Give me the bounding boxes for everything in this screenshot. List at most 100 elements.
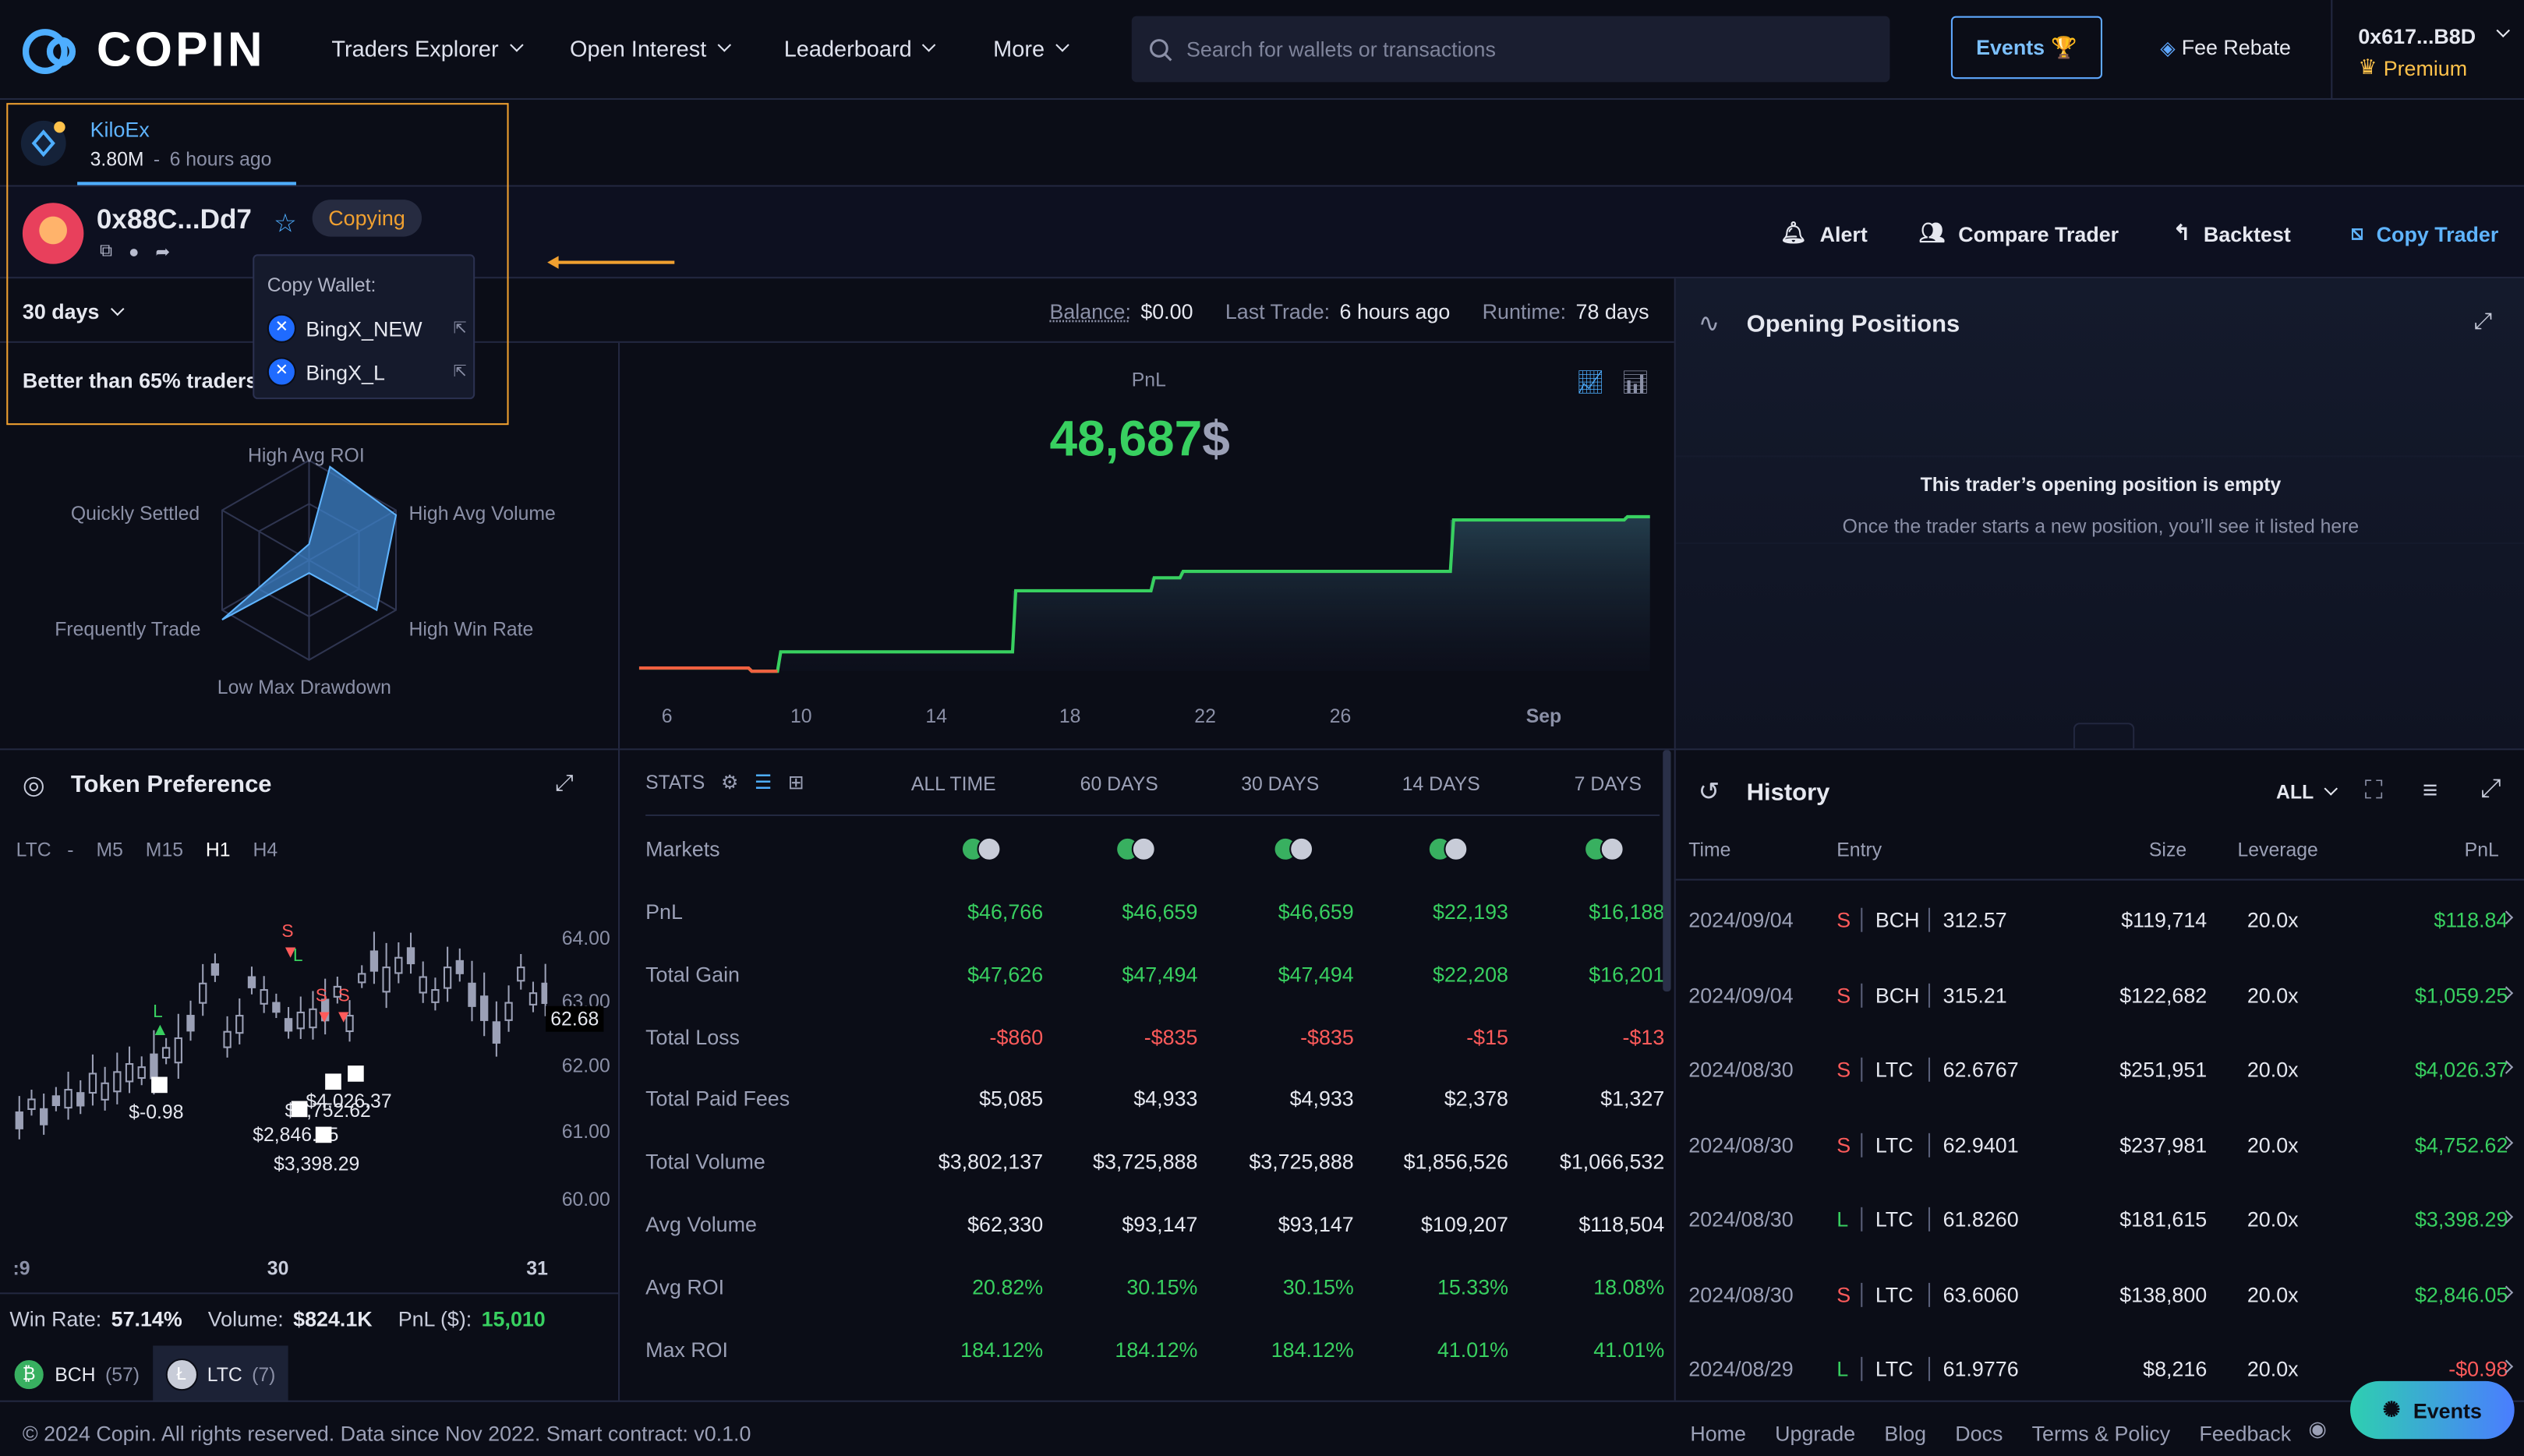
arrow-down-icon: ▼: [334, 1007, 353, 1027]
expand-icon[interactable]: ⤢: [555, 769, 574, 796]
token-count: (7): [252, 1362, 276, 1386]
history-row[interactable]: 2024/09/04 S BCH 315.21 $122,682 20.0x $1,059.…: [1688, 982, 2514, 1015]
token-tab-ltc[interactable]: Ł LTC (7): [152, 1345, 288, 1402]
footer-link-feedback[interactable]: Feedback: [2199, 1421, 2292, 1446]
close-marker: [151, 1076, 168, 1094]
list-view-icon[interactable]: ☰: [754, 771, 772, 794]
candle-body: [284, 1018, 293, 1032]
coins-icon: ◎: [22, 772, 45, 800]
trader-avatar: [22, 203, 84, 264]
nav-open-interest[interactable]: Open Interest: [570, 35, 731, 61]
copying-badge[interactable]: Copying: [312, 200, 422, 237]
account-menu[interactable]: 0x617...B8D ♛ Premium: [2331, 0, 2524, 101]
history-cell-time: 2024/09/04: [1688, 907, 1794, 932]
footer-link-blog[interactable]: Blog: [1884, 1421, 1927, 1446]
footer-link-upgrade[interactable]: Upgrade: [1775, 1421, 1856, 1446]
radar-label: Quickly Settled: [70, 502, 200, 525]
line-chart-icon[interactable]: 📈︎: [1575, 368, 1605, 394]
timeframe-h4[interactable]: H4: [253, 838, 278, 861]
external-link-icon[interactable]: ⇱: [453, 362, 467, 381]
timeframe-h1[interactable]: H1: [205, 838, 231, 861]
nav-leaderboard[interactable]: Leaderboard: [784, 35, 937, 61]
timeframe-selector: LTC - M5 M15 H1 H4: [16, 839, 278, 861]
nav-more[interactable]: More: [993, 35, 1069, 61]
stats-cell: $47,494: [1278, 962, 1354, 987]
collapse-toggle[interactable]: [2073, 723, 2135, 749]
x-tick: :9: [12, 1256, 30, 1280]
runtime-label: Runtime:: [1482, 299, 1567, 324]
timeframe-m15[interactable]: M15: [145, 838, 184, 861]
long-marker: L: [292, 946, 303, 967]
win-rate-value: 57.14%: [111, 1306, 182, 1331]
short-marker: S: [338, 986, 350, 1006]
protocol-name[interactable]: KiloEx: [90, 117, 150, 142]
market-icons: [1584, 836, 1624, 861]
fee-rebate-link[interactable]: ◈ Fee Rebate: [2160, 35, 2291, 59]
position-list-icon[interactable]: ≡: [2422, 777, 2438, 805]
copy-trader-button[interactable]: ⧅ Copy Trader: [2350, 221, 2498, 246]
chevron-down-icon: [717, 38, 731, 52]
pair-label[interactable]: LTC: [16, 838, 51, 861]
footer-link-home[interactable]: Home: [1690, 1421, 1746, 1446]
history-row[interactable]: 2024/08/30 S LTC 63.6060 $138,800 20.0x $2,846…: [1688, 1281, 2514, 1314]
backtest-button[interactable]: ↰ Backtest: [2173, 221, 2291, 246]
search-icon: [1149, 38, 1172, 61]
external-link-icon[interactable]: ⇱: [453, 319, 467, 337]
bingx-icon: ✕: [267, 313, 296, 343]
premium-badge: ♛ Premium: [2358, 55, 2467, 80]
compare-trader-button[interactable]: 👥︎ Compare Trader: [1919, 221, 2119, 246]
close-marker: [315, 1126, 332, 1143]
popup-wallet-item[interactable]: ✕ BingX_NEW ⇱: [267, 313, 467, 343]
history-row[interactable]: 2024/08/30 L LTC 61.8260 $181,615 20.0x $3,398…: [1688, 1207, 2514, 1239]
bar-chart-icon[interactable]: 📊︎: [1621, 368, 1650, 394]
history-cell-token: LTC: [1861, 1132, 1914, 1157]
grid-view-icon[interactable]: ⊞: [787, 771, 804, 794]
history-filter[interactable]: ALL: [2276, 781, 2338, 803]
candle-body: [528, 992, 538, 1005]
expand-icon[interactable]: ⤢: [2480, 776, 2501, 804]
row-label: Total Gain: [645, 962, 741, 987]
token-tab-bch[interactable]: ₿ BCH (57): [0, 1345, 153, 1401]
footer-link-terms[interactable]: Terms & Policy: [2031, 1421, 2171, 1446]
favorite-star-icon[interactable]: ☆: [274, 210, 297, 239]
copin-logo[interactable]: COPIN: [22, 24, 266, 79]
stats-cell: $93,147: [1278, 1212, 1354, 1236]
expand-icon[interactable]: ⤢: [2474, 307, 2493, 334]
gear-icon[interactable]: ⚙: [720, 771, 739, 794]
discord-icon[interactable]: ◉: [2308, 1416, 2327, 1441]
x-tick: 14: [925, 705, 948, 728]
stats-cell: 15.33%: [1437, 1274, 1508, 1299]
divider: [1675, 878, 2524, 881]
history-panel: ↺ History ALL ⛶ ≡ ⤢ Time Entry Size Leve…: [1674, 748, 2524, 1401]
search-input[interactable]: Search for wallets or transactions: [1131, 16, 1890, 83]
history-row[interactable]: 2024/08/29 L LTC 61.9776 $8,216 20.0x -$0.98: [1688, 1356, 2514, 1389]
history-cell-size: $119,714: [2121, 907, 2208, 932]
explorer-icon[interactable]: ●: [128, 242, 140, 262]
candle-body: [431, 989, 440, 1003]
history-row[interactable]: 2024/09/04 S BCH 312.57 $119,714 20.0x $118.84: [1688, 907, 2514, 940]
trader-tools: ⧉ ● ➦: [100, 242, 170, 263]
nav-traders-explorer[interactable]: Traders Explorer: [331, 35, 524, 61]
trophy-icon: 🏆: [2051, 34, 2077, 59]
share-icon[interactable]: ➦: [155, 242, 171, 263]
timeframe-m5[interactable]: M5: [96, 838, 123, 861]
period-select[interactable]: 30 days: [23, 299, 124, 323]
popup-wallet-item[interactable]: ✕ BingX_L ⇱: [267, 357, 467, 387]
history-cell-lev: 20.0x: [2247, 1132, 2299, 1157]
scrollbar[interactable]: [1663, 750, 1671, 992]
events-float-button[interactable]: ✺ Events: [2350, 1380, 2515, 1440]
bch-coin-icon: ₿: [12, 1357, 45, 1391]
copy-icon[interactable]: ⧉: [100, 241, 113, 261]
token-name: LTC: [207, 1362, 242, 1386]
alert-button[interactable]: 🔔︎ Alert: [1780, 221, 1868, 246]
last-trade-label: Last Trade:: [1225, 299, 1331, 324]
chart-icon[interactable]: ⛶: [2364, 777, 2383, 805]
stats-row: Total Gain $47,626 $47,494 $47,494 $22,208 $1…: [645, 962, 1664, 995]
history-row[interactable]: 2024/08/30 S LTC 62.9401 $237,981 20.0x $4,752…: [1688, 1132, 2514, 1164]
history-row[interactable]: 2024/08/30 S LTC 62.6767 $251,951 20.0x $4,026…: [1688, 1057, 2514, 1090]
opening-positions-title: Opening Positions: [1746, 310, 1960, 338]
trade-pnl-label: $4,026.37: [306, 1090, 392, 1112]
footer-link-docs[interactable]: Docs: [1955, 1421, 2003, 1446]
candle-body: [15, 1111, 23, 1129]
events-button[interactable]: Events 🏆: [1950, 16, 2103, 80]
